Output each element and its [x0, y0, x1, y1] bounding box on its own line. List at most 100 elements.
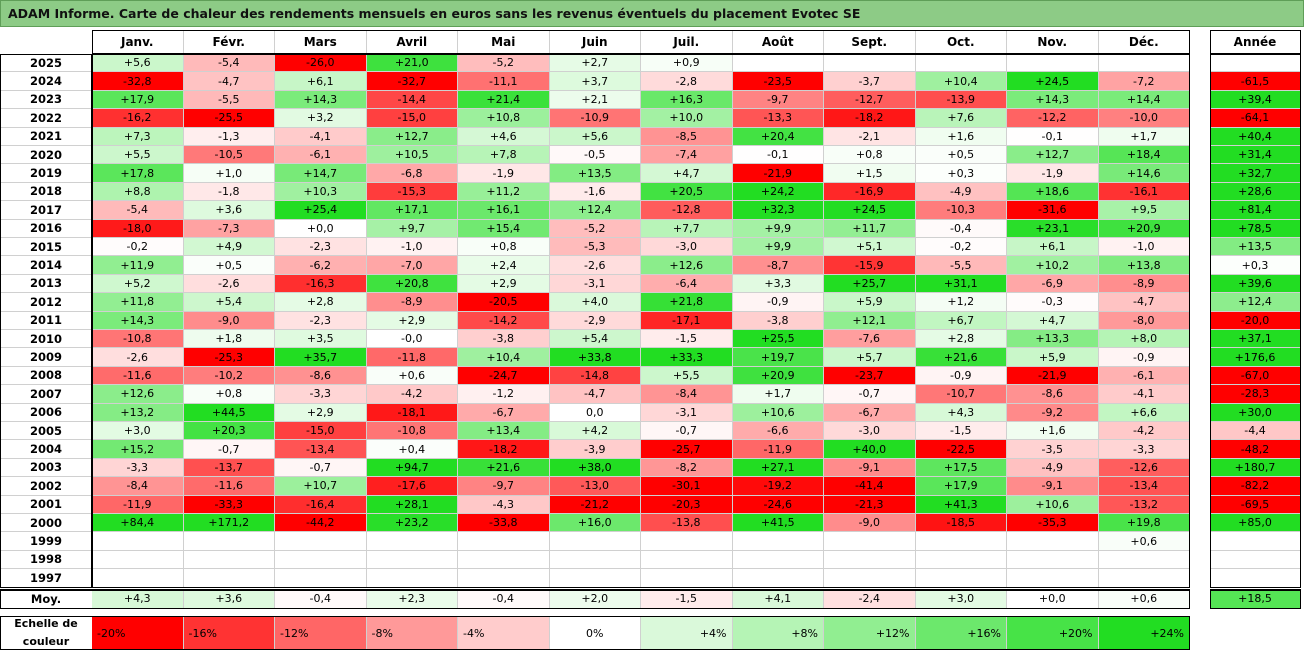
heatmap-cell: -24,7	[458, 366, 550, 386]
heatmap-cell: +6,7	[915, 311, 1007, 330]
heatmap-cell: -21,9	[1007, 366, 1099, 386]
year-label: 2009	[0, 348, 92, 367]
heatmap-cell	[824, 532, 916, 551]
heatmap-cell: +4,6	[458, 127, 550, 146]
heatmap-cell	[824, 569, 916, 588]
heatmap-cell: -16,2	[92, 109, 184, 128]
heatmap-cell: +14,3	[1007, 90, 1099, 110]
annual-total-cell: +37,1	[1210, 330, 1301, 349]
heatmap-cell: -0,7	[641, 422, 733, 441]
heatmap-cell: +32,3	[732, 201, 824, 220]
heatmap-cell: -19,2	[732, 477, 824, 496]
heatmap-cell: +2,9	[458, 274, 550, 294]
heatmap-cell: +21,6	[915, 348, 1007, 367]
heatmap-cell: +4,2	[549, 422, 641, 441]
heatmap-cell: -0,7	[183, 440, 275, 459]
heatmap-cell: +9,9	[732, 219, 824, 238]
heatmap-cell: +40,0	[824, 440, 916, 459]
heatmap-cell: -13,0	[549, 477, 641, 496]
heatmap-cell: -13,7	[183, 458, 275, 478]
month-header-2: Févr.	[184, 30, 275, 54]
heatmap-cell: +0,4	[366, 440, 458, 459]
color-scale-swatch: -12%	[275, 616, 367, 650]
heatmap-cell: +5,9	[824, 293, 916, 312]
heatmap-cell: -12,2	[1007, 109, 1099, 128]
heatmap-cell: +1,6	[915, 127, 1007, 146]
heatmap-cell: +2,9	[275, 403, 367, 422]
heatmap-cell: -32,8	[92, 72, 184, 91]
heatmap-cell: +1,7	[732, 385, 824, 404]
heatmap-cell: +7,6	[915, 109, 1007, 128]
heatmap-cell: -7,2	[1098, 72, 1190, 91]
year-label: 1999	[0, 532, 92, 551]
heatmap-cell: -16,9	[824, 182, 916, 202]
heatmap-cell: +10,0	[641, 109, 733, 128]
heatmap-cell: +23,2	[366, 514, 458, 533]
heatmap-cell: +13,3	[1007, 330, 1099, 349]
month-header-11: Nov.	[1007, 30, 1099, 54]
heatmap-cell: -6,7	[824, 403, 916, 422]
heatmap-cell: +18,4	[1098, 146, 1190, 165]
heatmap-cell: +3,3	[732, 274, 824, 294]
annual-total-cell: +176,6	[1210, 348, 1301, 367]
annual-total-cell	[1210, 569, 1301, 588]
heatmap-cell: +5,1	[824, 238, 916, 257]
heatmap-cell: -6,7	[458, 403, 550, 422]
heatmap-cell	[1007, 532, 1099, 551]
heatmap-cell: +10,7	[275, 477, 367, 496]
heatmap-cell: +21,8	[641, 293, 733, 312]
annual-total-cell: +78,5	[1210, 219, 1301, 238]
heatmap-cell: -15,3	[366, 182, 458, 202]
heatmap-cell: +19,8	[1098, 514, 1190, 533]
year-label: 2006	[0, 404, 92, 422]
heatmap-cell: +11,7	[824, 219, 916, 238]
color-scale-swatch: +20%	[1007, 616, 1099, 650]
heatmap-cell	[1098, 54, 1190, 73]
heatmap-cell: +0,0	[275, 219, 367, 238]
heatmap-cell: -12,8	[641, 201, 733, 220]
heatmap-cell: +5,6	[549, 127, 641, 146]
year-label: 2011	[0, 312, 92, 330]
heatmap-cell: +5,9	[1007, 348, 1099, 367]
heatmap-cell: +10,6	[732, 403, 824, 422]
color-scale-swatch: +24%	[1098, 616, 1190, 650]
heatmap-cell: +12,1	[824, 311, 916, 330]
month-header-10: Oct.	[916, 30, 1007, 54]
heatmap-cell: +10,2	[1007, 256, 1099, 275]
heatmap-cell: -4,2	[366, 385, 458, 404]
heatmap-cell: +0,8	[183, 385, 275, 404]
heatmap-cell: -11,1	[458, 72, 550, 91]
annual-header: Année	[1210, 30, 1301, 54]
heatmap-cell: +20,3	[183, 422, 275, 441]
year-label: 2025	[0, 54, 92, 73]
heatmap-cell: +14,4	[1098, 90, 1190, 110]
heatmap-cell: -12,6	[1098, 458, 1190, 478]
annual-total-cell: +32,7	[1210, 164, 1301, 183]
annual-total-cell: -67,0	[1210, 366, 1301, 386]
average-cell: +4,3	[92, 589, 184, 609]
heatmap-cell: +35,7	[275, 348, 367, 367]
heatmap-cell: -4,7	[183, 72, 275, 91]
heatmap-cell	[366, 532, 458, 551]
heatmap-cell: -3,7	[824, 72, 916, 91]
average-cell: -1,5	[641, 589, 733, 609]
heatmap-cell	[1007, 550, 1099, 570]
heatmap-cell: +0,8	[824, 146, 916, 165]
heatmap-cell: -0,2	[92, 238, 184, 257]
heatmap-cell	[366, 569, 458, 588]
heatmap-cell: +18,6	[1007, 182, 1099, 202]
heatmap-cell: -16,4	[275, 495, 367, 514]
average-cell: +0,6	[1098, 589, 1190, 609]
heatmap-cell: -13,9	[915, 90, 1007, 110]
heatmap-cell: -10,8	[92, 330, 184, 349]
annual-total-cell: +39,4	[1210, 90, 1301, 110]
heatmap-cell: +10,5	[366, 146, 458, 165]
heatmap-cell: +10,8	[458, 109, 550, 128]
heatmap-cell: -15,0	[366, 109, 458, 128]
heatmap-cell: -31,6	[1007, 201, 1099, 220]
heatmap-cell: +4,7	[641, 164, 733, 183]
annual-total-cell: +12,4	[1210, 293, 1301, 312]
heatmap-cell	[275, 550, 367, 570]
heatmap-cell: +0,3	[915, 164, 1007, 183]
year-label: 2023	[0, 91, 92, 110]
